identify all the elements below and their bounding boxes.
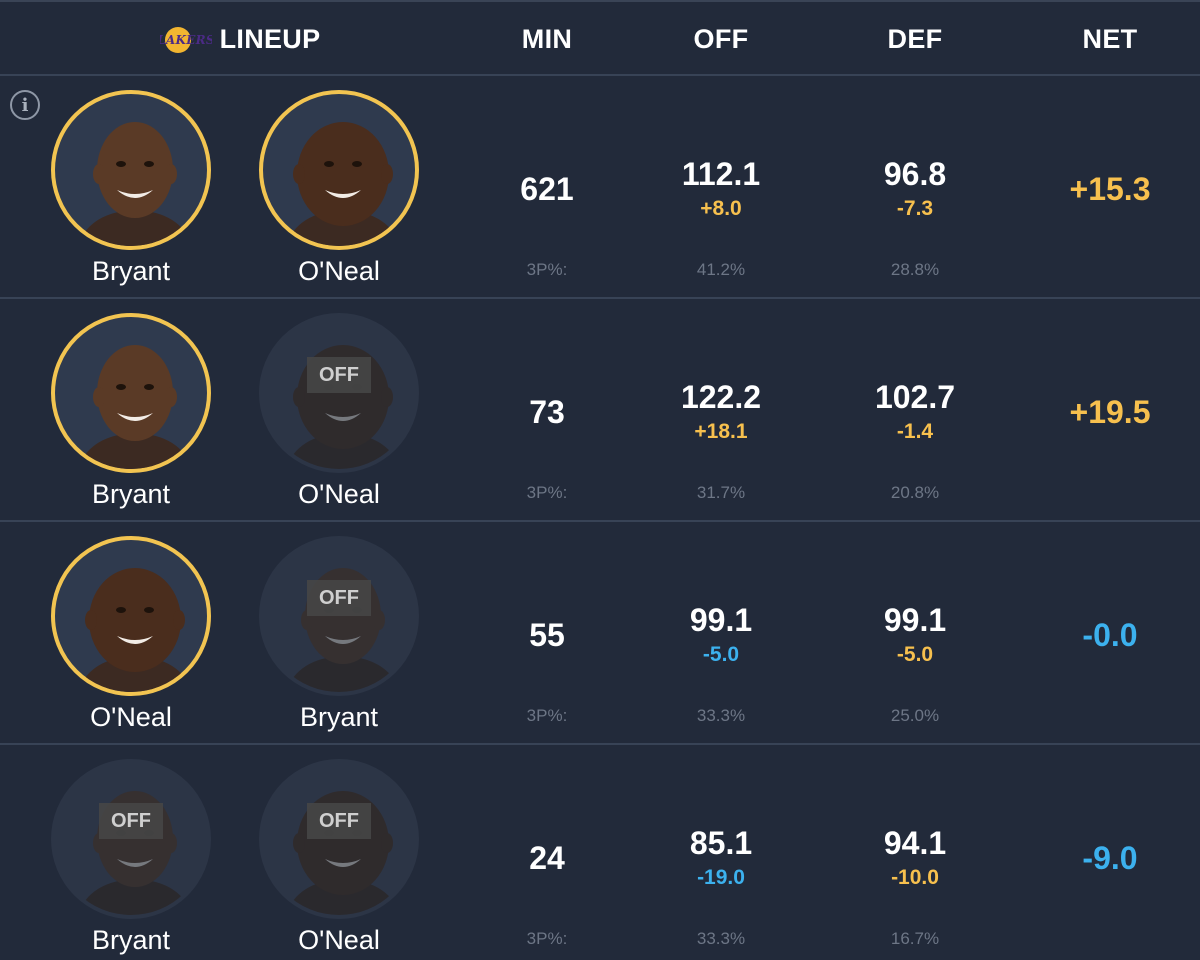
- player-slot[interactable]: OFF O'Neal: [254, 759, 424, 956]
- player-photo: [263, 317, 415, 469]
- off-three-pt-value: 33.3%: [696, 929, 746, 948]
- player-photo: [55, 540, 207, 692]
- player-name: Bryant: [91, 479, 171, 509]
- player-slot[interactable]: O'Neal: [254, 90, 424, 287]
- three-pt-label: 3P%:: [526, 706, 568, 725]
- def-rating-value: 102.7: [874, 379, 956, 415]
- player-slot[interactable]: Bryant: [46, 313, 216, 510]
- player-photo: [263, 763, 415, 915]
- off-column-header[interactable]: OFF: [693, 24, 749, 54]
- off-badge: OFF: [307, 357, 371, 393]
- off-rating-delta: -19.0: [697, 866, 745, 889]
- off-rating-value: 99.1: [689, 602, 753, 638]
- minutes-value: 73: [529, 394, 565, 430]
- off-rating-value: 85.1: [689, 825, 753, 861]
- lineup-column-header[interactable]: LAKERS LINEUP: [150, 24, 330, 55]
- svg-text:LAKERS: LAKERS: [160, 33, 212, 47]
- player-name: Bryant: [299, 702, 379, 732]
- def-three-pt-value: 25.0%: [890, 706, 940, 725]
- player-avatar: OFF: [259, 536, 419, 696]
- player-photo: [55, 763, 207, 915]
- lineup-header-label: LINEUP: [219, 24, 321, 54]
- player-avatar: OFF: [51, 759, 211, 919]
- def-rating-value: 99.1: [883, 602, 947, 638]
- player-slot[interactable]: OFF O'Neal: [254, 313, 424, 510]
- off-three-pt-value: 41.2%: [696, 260, 746, 279]
- three-pt-label: 3P%:: [526, 483, 568, 502]
- player-name: O'Neal: [298, 479, 380, 509]
- def-column-header[interactable]: DEF: [887, 24, 943, 54]
- player-name: O'Neal: [298, 925, 380, 955]
- off-rating-delta: -5.0: [702, 643, 740, 666]
- lakers-logo-icon: LAKERS: [156, 25, 214, 55]
- def-rating: 94.1 -10.0: [830, 825, 1000, 890]
- def-three-pt-value: 16.7%: [890, 929, 940, 948]
- off-rating-value: 122.2: [680, 379, 762, 415]
- player-photo: [263, 540, 415, 692]
- off-rating: 99.1 -5.0: [636, 602, 806, 667]
- def-rating-delta: -5.0: [896, 643, 934, 666]
- player-photo: [55, 317, 207, 469]
- minutes-value: 55: [529, 617, 565, 653]
- def-rating: 102.7 -1.4: [830, 379, 1000, 444]
- three-pt-label: 3P%:: [526, 929, 568, 948]
- off-badge: OFF: [307, 580, 371, 616]
- player-photo: [55, 94, 207, 246]
- net-rating-value: -9.0: [1082, 840, 1138, 876]
- net-rating-value: +19.5: [1069, 394, 1151, 430]
- off-badge: OFF: [307, 803, 371, 839]
- min-column-header[interactable]: MIN: [521, 24, 573, 54]
- off-rating: 122.2 +18.1: [636, 379, 806, 444]
- player-slot[interactable]: OFF Bryant: [46, 759, 216, 956]
- lineup-row[interactable]: Bryant OFF O'Neal 73 122.2 +18.1 102.7 -…: [0, 299, 1200, 522]
- lineup-row[interactable]: i Bryant O'Neal 621 112.1 +: [0, 76, 1200, 299]
- player-avatar: [259, 90, 419, 250]
- lineup-row[interactable]: OFF Bryant OFF O'Neal 24 85.1 -19.0 94.1…: [0, 745, 1200, 960]
- table-header: LAKERS LINEUP MIN OFF DEF NET: [0, 2, 1200, 76]
- def-rating-delta: -10.0: [891, 866, 939, 889]
- info-icon[interactable]: i: [10, 90, 40, 120]
- player-avatar: [51, 536, 211, 696]
- def-rating-value: 96.8: [883, 156, 947, 192]
- net-rating-value: +15.3: [1069, 171, 1151, 207]
- def-rating-delta: -7.3: [896, 197, 934, 220]
- player-slot[interactable]: O'Neal: [46, 536, 216, 733]
- minutes-value: 24: [529, 840, 565, 876]
- player-name: O'Neal: [298, 256, 380, 286]
- player-avatar: [51, 313, 211, 473]
- def-three-pt-value: 20.8%: [890, 483, 940, 502]
- off-three-pt-value: 31.7%: [696, 483, 746, 502]
- player-name: O'Neal: [90, 702, 172, 732]
- lineup-row[interactable]: O'Neal OFF Bryant 55 99.1 -5.0 99.1 -5.0…: [0, 522, 1200, 745]
- off-badge: OFF: [99, 803, 163, 839]
- net-rating-value: -0.0: [1082, 617, 1138, 653]
- player-photo: [263, 94, 415, 246]
- def-rating: 96.8 -7.3: [830, 156, 1000, 221]
- off-rating-delta: +8.0: [700, 197, 742, 220]
- player-slot[interactable]: OFF Bryant: [254, 536, 424, 733]
- off-rating-value: 112.1: [681, 156, 761, 192]
- def-rating-delta: -1.4: [896, 420, 934, 443]
- three-pt-label: 3P%:: [526, 260, 568, 279]
- player-avatar: OFF: [259, 313, 419, 473]
- player-name: Bryant: [91, 925, 171, 955]
- off-three-pt-value: 33.3%: [696, 706, 746, 725]
- off-rating-delta: +18.1: [694, 420, 748, 443]
- player-avatar: OFF: [259, 759, 419, 919]
- player-name: Bryant: [91, 256, 171, 286]
- def-rating: 99.1 -5.0: [830, 602, 1000, 667]
- off-rating: 112.1 +8.0: [636, 156, 806, 221]
- net-column-header[interactable]: NET: [1082, 24, 1138, 54]
- player-avatar: [51, 90, 211, 250]
- def-three-pt-value: 28.8%: [890, 260, 940, 279]
- minutes-value: 621: [520, 171, 574, 207]
- def-rating-value: 94.1: [883, 825, 947, 861]
- player-slot[interactable]: Bryant: [46, 90, 216, 287]
- off-rating: 85.1 -19.0: [636, 825, 806, 890]
